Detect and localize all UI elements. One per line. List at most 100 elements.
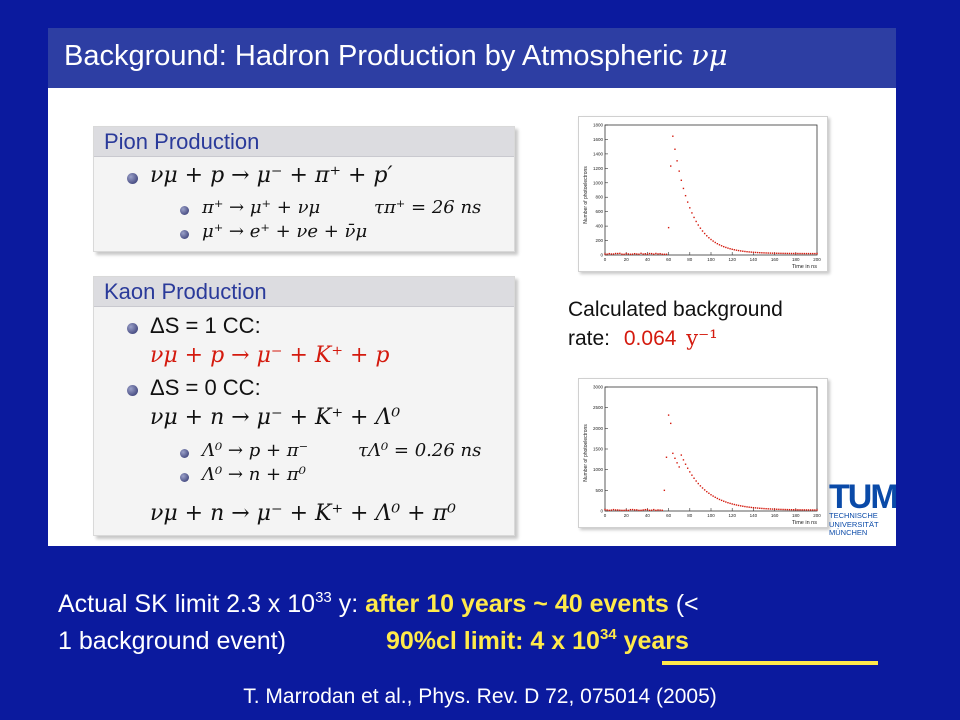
kaon-timing-plot: Number of photoelectrons Time in ns 0 500… bbox=[578, 378, 828, 528]
data-point bbox=[628, 253, 629, 254]
calc-rate-prefix: rate: bbox=[568, 327, 610, 350]
data-point bbox=[801, 509, 802, 510]
x-tick-label: 160 bbox=[771, 257, 779, 262]
data-point bbox=[668, 227, 669, 228]
cl-limit-exponent: 34 bbox=[600, 626, 617, 643]
data-point bbox=[670, 423, 671, 424]
data-point bbox=[708, 493, 709, 494]
data-point bbox=[664, 490, 665, 491]
data-point bbox=[700, 227, 701, 228]
data-point bbox=[814, 253, 815, 254]
data-point bbox=[613, 509, 614, 510]
data-point bbox=[681, 180, 682, 181]
kaon-timing-plot-svg: Number of photoelectrons Time in ns 0 500… bbox=[579, 379, 827, 527]
data-point bbox=[799, 253, 800, 254]
bullet-icon bbox=[127, 385, 138, 396]
data-point bbox=[619, 253, 620, 254]
calc-rate-value: 0.064 bbox=[624, 327, 677, 350]
data-point bbox=[647, 254, 648, 255]
y-tick-label: 1200 bbox=[593, 166, 604, 171]
data-point bbox=[693, 478, 694, 479]
pion-timing-plot-svg: Number of photoelectrons Time in ns 0200… bbox=[579, 117, 827, 271]
data-point bbox=[611, 509, 612, 510]
data-point bbox=[759, 508, 760, 509]
x-tick-label: 40 bbox=[645, 513, 651, 518]
data-point bbox=[642, 509, 643, 510]
bullet-icon bbox=[180, 230, 189, 239]
data-point bbox=[619, 510, 620, 511]
data-point bbox=[787, 253, 788, 254]
data-point bbox=[740, 250, 741, 251]
plot1-ylabel: Number of photoelectrons bbox=[583, 166, 589, 224]
data-point bbox=[785, 253, 786, 254]
data-point bbox=[744, 251, 745, 252]
data-point bbox=[736, 249, 737, 250]
data-point bbox=[801, 253, 802, 254]
data-point bbox=[626, 253, 627, 254]
data-point bbox=[719, 499, 720, 500]
data-point bbox=[742, 251, 743, 252]
data-point bbox=[734, 504, 735, 505]
title-symbol: νμ bbox=[691, 38, 727, 72]
y-tick-label: 1500 bbox=[593, 447, 604, 452]
x-tick-label: 200 bbox=[813, 513, 821, 518]
calculated-rate-text: Calculated background rate: 0.064 y⁻¹ bbox=[568, 295, 783, 353]
data-point bbox=[725, 247, 726, 248]
data-point bbox=[797, 509, 798, 510]
data-point bbox=[662, 254, 663, 255]
data-point bbox=[795, 509, 796, 510]
cl-limit-text: 90%cl limit: 4 x 10 bbox=[386, 627, 600, 655]
lambda-decay-n: Λ⁰ → n + π⁰ bbox=[202, 464, 306, 485]
data-point bbox=[708, 237, 709, 238]
data-point bbox=[691, 475, 692, 476]
data-point bbox=[729, 248, 730, 249]
data-point bbox=[799, 509, 800, 510]
data-point bbox=[808, 509, 809, 510]
x-tick-label: 60 bbox=[666, 257, 672, 262]
data-point bbox=[672, 136, 673, 137]
x-tick-label: 80 bbox=[687, 513, 693, 518]
data-point bbox=[774, 253, 775, 254]
pion-production-box: Pion Production νμ + p → μ⁻ + π⁺ + p′ π⁺… bbox=[93, 126, 515, 252]
data-point bbox=[715, 242, 716, 243]
data-point bbox=[649, 253, 650, 254]
data-point bbox=[744, 506, 745, 507]
data-point bbox=[617, 509, 618, 510]
sk-limit-unit: y: bbox=[332, 590, 365, 618]
data-point bbox=[623, 254, 624, 255]
kaon-box-header: Kaon Production bbox=[94, 277, 514, 307]
data-point bbox=[755, 507, 756, 508]
data-point bbox=[738, 250, 739, 251]
data-point bbox=[674, 458, 675, 459]
data-point bbox=[725, 501, 726, 502]
plot1-xlabel: Time in ns bbox=[792, 264, 817, 270]
data-point bbox=[727, 247, 728, 248]
data-point bbox=[712, 495, 713, 496]
data-point bbox=[647, 509, 648, 510]
data-point bbox=[806, 253, 807, 254]
kaon-production-box: Kaon Production ΔS = 1 CC: νμ + p → μ⁻ +… bbox=[93, 276, 515, 536]
data-point bbox=[651, 253, 652, 254]
data-point bbox=[772, 252, 773, 253]
data-point bbox=[676, 160, 677, 161]
limit-underline bbox=[662, 661, 878, 665]
x-tick-label: 180 bbox=[792, 513, 800, 518]
data-point bbox=[732, 249, 733, 250]
data-point bbox=[712, 240, 713, 241]
data-point bbox=[634, 509, 635, 510]
data-point bbox=[778, 509, 779, 510]
events-after-10-years: after 10 years ~ 40 events bbox=[365, 590, 669, 618]
data-point bbox=[810, 253, 811, 254]
data-point bbox=[757, 252, 758, 253]
data-point bbox=[689, 471, 690, 472]
data-point bbox=[721, 245, 722, 246]
y-tick-label: 2000 bbox=[593, 426, 604, 431]
data-point bbox=[615, 509, 616, 510]
data-point bbox=[757, 507, 758, 508]
y-tick-label: 400 bbox=[595, 224, 603, 229]
data-point bbox=[702, 230, 703, 231]
data-point bbox=[793, 253, 794, 254]
data-point bbox=[732, 503, 733, 504]
data-point bbox=[740, 505, 741, 506]
data-point bbox=[778, 253, 779, 254]
